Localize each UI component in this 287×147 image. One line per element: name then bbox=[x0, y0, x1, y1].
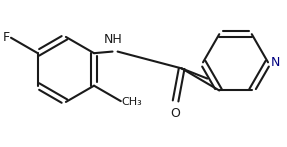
Text: NH: NH bbox=[104, 33, 123, 46]
Text: F: F bbox=[2, 31, 9, 44]
Text: N: N bbox=[271, 56, 280, 69]
Text: CH₃: CH₃ bbox=[122, 97, 143, 107]
Text: O: O bbox=[171, 107, 181, 120]
